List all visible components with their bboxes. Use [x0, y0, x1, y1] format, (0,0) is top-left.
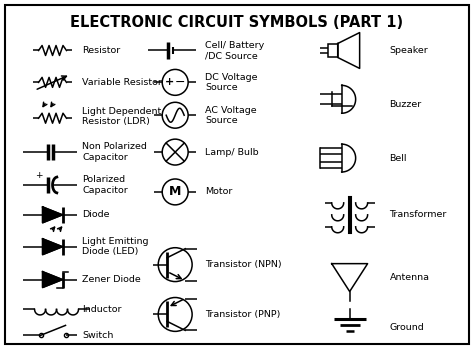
Text: Motor: Motor: [205, 187, 232, 196]
Text: Switch: Switch: [82, 331, 114, 340]
Text: Diode: Diode: [82, 210, 110, 219]
Text: Transistor (NPN): Transistor (NPN): [205, 260, 282, 269]
Text: −: −: [175, 76, 185, 89]
Text: +: +: [164, 77, 174, 87]
Text: Variable Resistor: Variable Resistor: [82, 78, 162, 87]
Polygon shape: [43, 207, 63, 223]
Text: AC Voltage
Source: AC Voltage Source: [205, 105, 257, 125]
Polygon shape: [43, 272, 63, 288]
Text: Speaker: Speaker: [390, 46, 428, 55]
Text: Zener Diode: Zener Diode: [82, 275, 141, 284]
Text: Lamp/ Bulb: Lamp/ Bulb: [205, 148, 259, 157]
Text: Non Polarized
Capacitor: Non Polarized Capacitor: [82, 142, 147, 162]
Text: Light Dependent
Resistor (LDR): Light Dependent Resistor (LDR): [82, 106, 162, 126]
Text: Bell: Bell: [390, 154, 407, 163]
Text: Antenna: Antenna: [390, 273, 429, 282]
Text: ELECTRONIC CIRCUIT SYMBOLS (PART 1): ELECTRONIC CIRCUIT SYMBOLS (PART 1): [71, 15, 403, 30]
Polygon shape: [43, 239, 63, 255]
Text: Ground: Ground: [390, 323, 424, 332]
Text: Polarized
Capacitor: Polarized Capacitor: [82, 175, 128, 195]
Text: DC Voltage
Source: DC Voltage Source: [205, 73, 257, 92]
Text: Transformer: Transformer: [390, 210, 447, 219]
Text: Cell/ Battery
/DC Source: Cell/ Battery /DC Source: [205, 41, 264, 60]
Text: Resistor: Resistor: [82, 46, 121, 55]
Text: Transistor (PNP): Transistor (PNP): [205, 310, 281, 319]
Text: Light Emitting
Diode (LED): Light Emitting Diode (LED): [82, 237, 149, 257]
Text: Buzzer: Buzzer: [390, 100, 422, 109]
Text: +: +: [35, 171, 42, 180]
Bar: [328, 44, 337, 58]
Text: M: M: [169, 185, 182, 199]
Text: Inductor: Inductor: [82, 305, 122, 314]
